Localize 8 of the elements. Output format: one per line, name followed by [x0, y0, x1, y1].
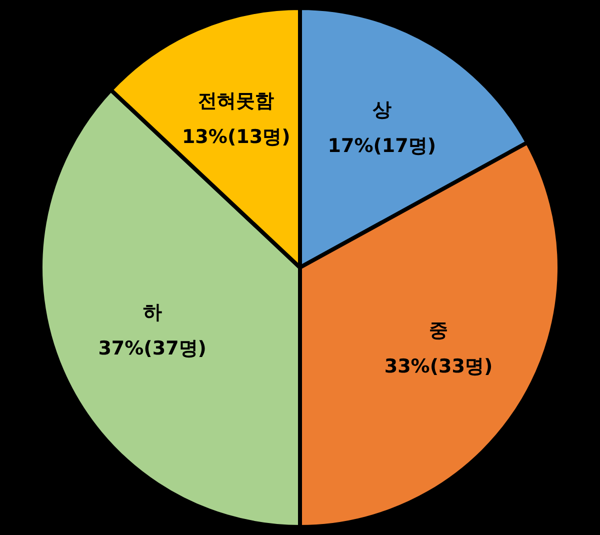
data-label: 33%(33명)	[384, 355, 493, 378]
slice-label: 중	[428, 319, 448, 342]
data-label: 13%(13명)	[182, 126, 290, 148]
slice-label: 하	[142, 301, 162, 324]
data-label: 17%(17명)	[328, 134, 436, 157]
slice-label: 전혀못함	[198, 90, 274, 112]
data-label: 37%(37명)	[98, 337, 206, 360]
slice-label: 상	[372, 98, 392, 121]
